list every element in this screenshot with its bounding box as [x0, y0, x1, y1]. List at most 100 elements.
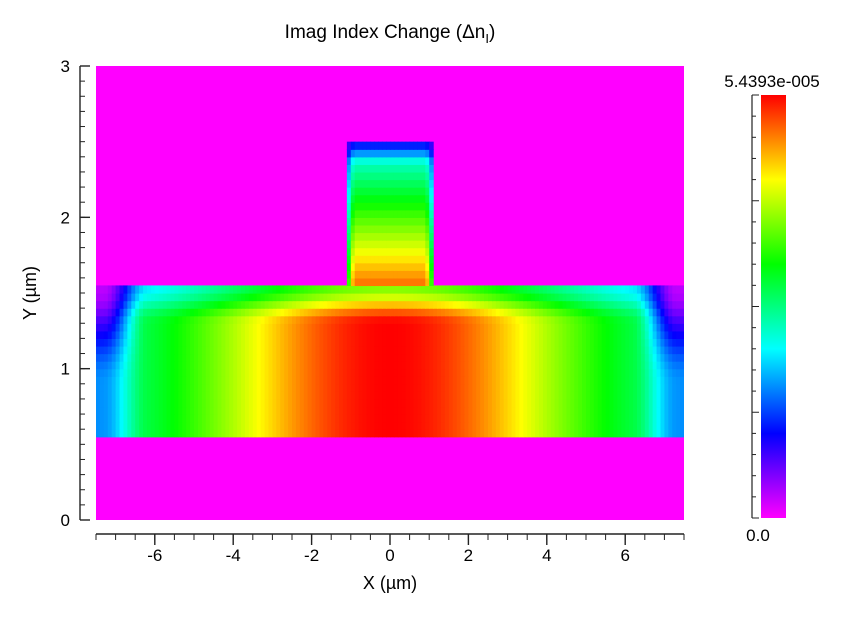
heatmap-cell [401, 391, 407, 400]
heatmap-cell [386, 171, 391, 181]
heatmap-cell [386, 187, 391, 196]
heatmap-cell [252, 323, 258, 332]
heatmap-cell [566, 383, 571, 392]
heatmap-cell [264, 421, 270, 430]
heatmap-cell [288, 414, 293, 423]
heatmap-cell [303, 308, 309, 317]
heatmap-cell [146, 383, 152, 392]
heatmap-cell [225, 330, 230, 339]
heatmap-cell [542, 308, 548, 317]
heatmap-cell [550, 391, 556, 400]
heatmap-cell [417, 323, 422, 332]
heatmap-cell [182, 376, 187, 385]
heatmap-cell [103, 383, 109, 392]
heatmap-cell [182, 406, 187, 415]
heatmap-cell [476, 391, 481, 400]
heatmap-cell [562, 376, 567, 385]
heatmap-cell [440, 353, 446, 362]
heatmap-cell [468, 406, 473, 415]
heatmap-cell [252, 429, 258, 438]
heatmap-cell [292, 414, 297, 423]
heatmap-cell [511, 308, 517, 317]
heatmap-cell [386, 285, 391, 294]
heatmap-cell [605, 308, 611, 317]
heatmap-cell [111, 323, 117, 332]
heatmap-cell [664, 308, 669, 317]
heatmap-cell [276, 323, 281, 332]
heatmap-cell [295, 285, 301, 294]
heatmap-cell [507, 353, 513, 362]
heatmap-cell [162, 323, 168, 332]
heatmap-cell [444, 300, 450, 309]
heatmap-cell [319, 361, 324, 370]
heatmap-cell [342, 353, 348, 362]
heatmap-cell [409, 255, 415, 264]
heatmap-cell [174, 429, 179, 438]
heatmap-cell [229, 376, 234, 385]
heatmap-cell [335, 391, 340, 400]
heatmap-cell [182, 398, 187, 408]
heatmap-cell [656, 361, 662, 370]
heatmap-cell [597, 391, 603, 400]
heatmap-cell [323, 421, 328, 430]
heatmap-cell [229, 315, 234, 324]
heatmap-cell [593, 353, 599, 362]
heatmap-cell [397, 421, 403, 430]
heatmap-cell [409, 194, 415, 203]
heatmap-cell [421, 156, 426, 165]
heatmap-cell [256, 414, 262, 423]
heatmap-cell [174, 391, 179, 400]
heatmap-cell [123, 315, 128, 324]
heatmap-cell [295, 323, 301, 332]
heatmap-cell [668, 345, 673, 355]
heatmap-cell [213, 368, 219, 377]
heatmap-cell [448, 308, 454, 317]
heatmap-cell [390, 187, 395, 196]
heatmap-cell [574, 361, 579, 370]
heatmap-cell [119, 345, 125, 355]
heatmap-cell [350, 338, 356, 347]
heatmap-cell [452, 300, 458, 309]
heatmap-cell [425, 300, 430, 309]
heatmap-cell [472, 293, 477, 302]
heatmap-cell [139, 376, 144, 385]
heatmap-cell [464, 429, 469, 438]
heatmap-cell [437, 285, 442, 294]
heatmap-cell [366, 421, 371, 430]
heatmap-cell [633, 300, 638, 309]
heatmap-cell [252, 308, 258, 317]
heatmap-cell [315, 429, 321, 438]
heatmap-cell [272, 293, 277, 302]
heatmap-cell [260, 285, 266, 294]
heatmap-cell [386, 315, 391, 324]
heatmap-cell [127, 353, 132, 362]
heatmap-cell [327, 308, 332, 317]
heatmap-cell [546, 330, 552, 339]
heatmap-cell [323, 285, 328, 294]
heatmap-cell [550, 285, 556, 294]
heatmap-cell [397, 262, 403, 271]
heatmap-cell [99, 345, 105, 355]
heatmap-cell [182, 429, 187, 438]
heatmap-cell [527, 398, 532, 408]
heatmap-cell [96, 361, 101, 370]
heatmap-cell [425, 247, 430, 256]
heatmap-cell [531, 376, 536, 385]
heatmap-cell [397, 361, 403, 370]
heatmap-cell [574, 414, 579, 423]
heatmap-cells [96, 141, 684, 438]
heatmap-cell [370, 353, 375, 362]
heatmap-cell [405, 164, 411, 173]
heatmap-cell [589, 300, 595, 309]
heatmap-cell [331, 376, 336, 385]
heatmap-cell [531, 300, 536, 309]
heatmap-cell [570, 421, 575, 430]
heatmap-cell [664, 293, 669, 302]
heatmap-cell [213, 398, 219, 408]
heatmap-cell [629, 323, 634, 332]
heatmap-cell [131, 398, 136, 408]
heatmap-cell [429, 345, 434, 355]
heatmap-cell [409, 345, 415, 355]
heatmap-cell [237, 323, 242, 332]
heatmap-cell [382, 194, 387, 203]
